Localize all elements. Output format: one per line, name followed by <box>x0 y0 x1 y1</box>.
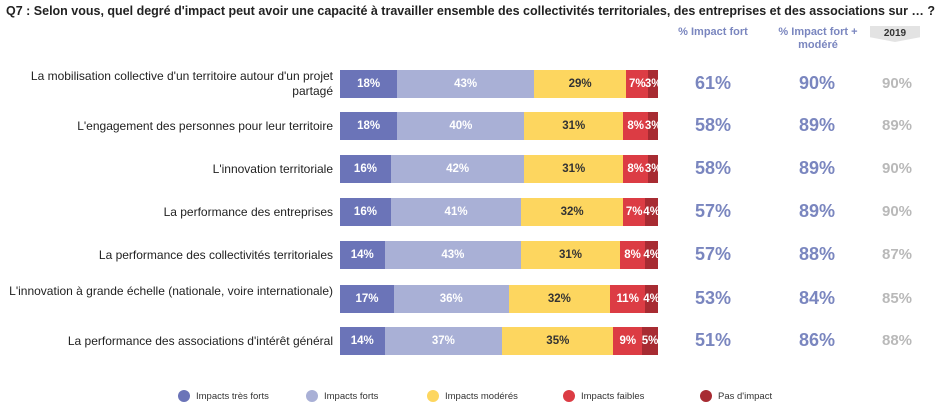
pct-impact-fort: 58% <box>694 115 732 135</box>
pct-impact-fort-modere: 89% <box>798 158 836 178</box>
seg-moderes: 31% <box>521 241 620 269</box>
legend-item: Impacts modérés <box>427 390 518 402</box>
header-impact-fort-modere: % Impact fort + modéré <box>778 26 858 51</box>
bar-row: 16% 42% 31% 8% 3% <box>340 155 662 183</box>
chart-title: Q7 : Selon vous, quel degré d'impact peu… <box>6 4 936 18</box>
legend-item: Pas d'impact <box>700 390 772 402</box>
category-label: La performance des collectivités territo… <box>98 247 333 262</box>
pct-impact-fort: 61% <box>694 73 732 93</box>
seg-forts: 40% <box>397 112 525 140</box>
seg-faibles: 7% <box>623 198 646 226</box>
seg-pas-impact: 3% <box>645 70 662 98</box>
seg-pas-impact: 5% <box>642 327 658 355</box>
bar-row: 14% 37% 35% 9% 5% <box>340 327 658 355</box>
pct-impact-fort-modere: 86% <box>798 330 836 350</box>
seg-faibles: 8% <box>623 155 649 183</box>
bar-row: 17% 36% 32% 11% 4% <box>340 285 660 313</box>
pct-2019: 85% <box>881 290 913 307</box>
bar-row: 16% 41% 32% 7% 4% <box>340 198 660 226</box>
pct-impact-fort: 57% <box>694 201 732 221</box>
pct-2019: 88% <box>881 332 913 349</box>
category-label: La performance des entreprises <box>163 204 333 219</box>
legend-label: Impacts modérés <box>445 390 518 402</box>
legend-swatch <box>563 390 575 402</box>
seg-moderes: 31% <box>524 155 623 183</box>
seg-tres-forts: 17% <box>340 285 395 313</box>
category-label: L'innovation à grande échelle (nationale… <box>9 284 333 298</box>
pct-impact-fort: 57% <box>694 244 732 264</box>
seg-forts: 43% <box>384 241 522 269</box>
pct-2019: 87% <box>881 246 913 263</box>
category-label: L'engagement des personnes pour leur ter… <box>77 118 333 133</box>
seg-pas-impact: 4% <box>643 285 660 313</box>
legend-label: Impacts très forts <box>196 390 269 402</box>
bar-row: 14% 43% 31% 8% 4% <box>340 241 660 269</box>
legend-label: Pas d'impact <box>718 390 773 402</box>
seg-tres-forts: 14% <box>340 241 385 269</box>
seg-pas-impact: 4% <box>643 198 660 226</box>
seg-pas-impact: 4% <box>643 241 660 269</box>
seg-tres-forts: 16% <box>340 155 391 183</box>
legend-label: Impacts faibles <box>581 390 645 402</box>
seg-pas-impact: 3% <box>645 112 662 140</box>
pct-impact-fort: 58% <box>694 158 732 178</box>
legend-swatch <box>178 390 190 402</box>
seg-moderes: 31% <box>524 112 623 140</box>
legend-swatch <box>700 390 712 402</box>
seg-pas-impact: 3% <box>645 155 662 183</box>
pct-impact-fort-modere: 88% <box>798 244 836 264</box>
seg-faibles: 7% <box>626 70 649 98</box>
seg-forts: 42% <box>390 155 525 183</box>
seg-faibles: 9% <box>613 327 643 355</box>
bar-row: 18% 40% 31% 8% 3% <box>340 112 662 140</box>
seg-forts: 36% <box>394 285 509 313</box>
seg-forts: 37% <box>384 327 503 355</box>
seg-moderes: 32% <box>508 285 611 313</box>
legend: Impacts très forts Impacts forts Impacts m… <box>0 390 943 406</box>
seg-moderes: 32% <box>521 198 623 226</box>
pct-2019: 89% <box>881 117 913 134</box>
seg-moderes: 35% <box>502 327 614 355</box>
seg-tres-forts: 18% <box>340 112 398 140</box>
category-label: La mobilisation collective d'un territoi… <box>30 69 333 98</box>
pct-impact-fort-modere: 84% <box>798 288 836 308</box>
legend-item: Impacts très forts <box>178 390 269 402</box>
seg-faibles: 8% <box>623 112 649 140</box>
pct-impact-fort-modere: 90% <box>798 73 836 93</box>
seg-forts: 41% <box>390 198 522 226</box>
seg-faibles: 8% <box>619 241 646 269</box>
legend-item: Impacts faibles <box>563 390 644 402</box>
legend-label: Impacts forts <box>324 390 379 402</box>
pct-2019: 90% <box>881 75 913 92</box>
seg-faibles: 11% <box>610 285 646 313</box>
seg-tres-forts: 14% <box>340 327 385 355</box>
pct-impact-fort: 53% <box>694 288 732 308</box>
seg-forts: 43% <box>397 70 534 98</box>
legend-item: Impacts forts <box>306 390 378 402</box>
pct-impact-fort-modere: 89% <box>798 201 836 221</box>
pct-impact-fort: 51% <box>694 330 732 350</box>
legend-swatch <box>427 390 439 402</box>
legend-swatch <box>306 390 318 402</box>
pct-2019: 90% <box>881 203 913 220</box>
seg-moderes: 29% <box>533 70 627 98</box>
header-impact-fort: % Impact fort <box>678 26 748 38</box>
category-label: La performance des associations d'intérê… <box>67 333 333 348</box>
pct-impact-fort-modere: 89% <box>798 115 836 135</box>
seg-tres-forts: 16% <box>340 198 391 226</box>
header-year-2019: 2019 <box>870 26 920 42</box>
category-label: L'innovation territoriale <box>212 161 333 176</box>
pct-2019: 90% <box>881 160 913 177</box>
seg-tres-forts: 18% <box>340 70 398 98</box>
bar-row: 18% 43% 29% 7% 3% <box>340 70 662 98</box>
